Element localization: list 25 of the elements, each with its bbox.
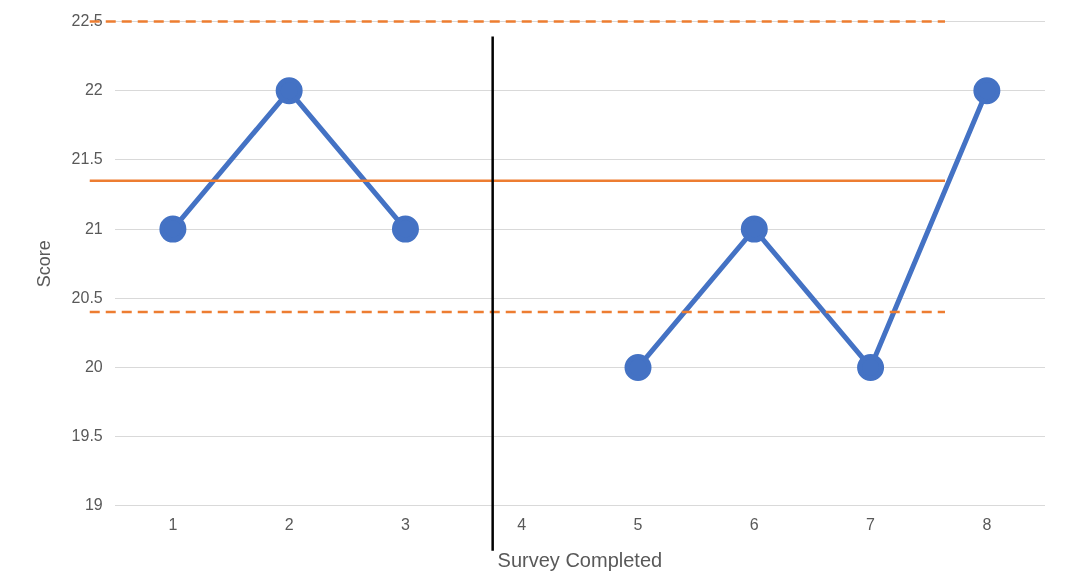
point <box>973 77 1001 105</box>
point <box>857 353 885 381</box>
y-tick-label: 19.5 <box>71 427 103 445</box>
x-tick-label: 5 <box>633 515 643 533</box>
point <box>159 215 187 243</box>
y-tick-label: 19 <box>84 496 103 514</box>
x-axis-title: Survey Completed <box>497 548 663 571</box>
x-tick-label: 1 <box>168 515 178 533</box>
point <box>275 77 303 105</box>
point <box>391 215 419 243</box>
y-tick-label: 21 <box>84 219 103 237</box>
y-axis-title: Score <box>33 240 54 288</box>
point <box>740 215 768 243</box>
x-tick-label: 3 <box>400 515 410 533</box>
y-tick-label: 22 <box>84 81 103 99</box>
x-tick-label: 2 <box>284 515 294 533</box>
x-tick-label: 4 <box>517 515 527 533</box>
x-tick-label: 8 <box>982 515 992 533</box>
x-tick-label: 7 <box>866 515 876 533</box>
x-tick-label: 6 <box>749 515 759 533</box>
point <box>624 353 652 381</box>
y-tick-label: 21.5 <box>71 150 103 168</box>
y-tick-label: 22.5 <box>71 12 103 30</box>
y-tick-label: 20 <box>84 357 103 375</box>
y-tick-label: 20.5 <box>71 288 103 306</box>
